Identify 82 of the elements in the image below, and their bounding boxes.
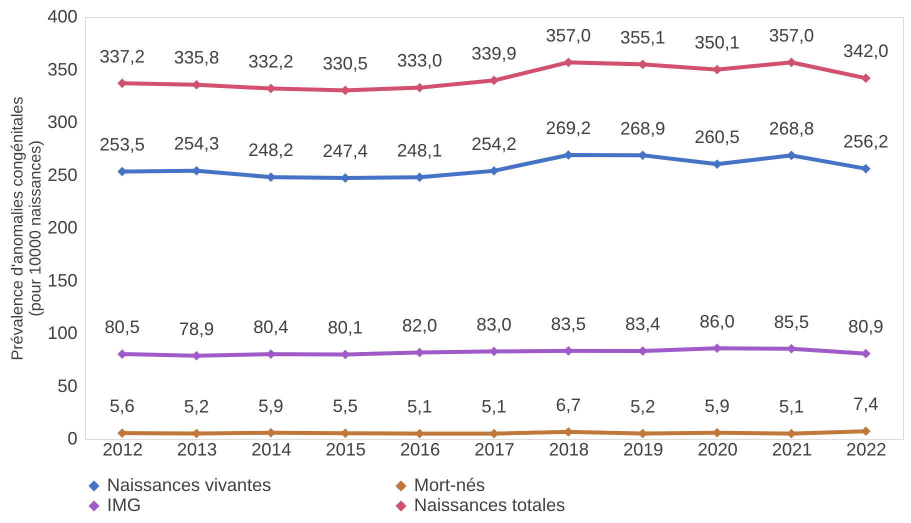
data-label: 256,2: [843, 132, 888, 152]
data-label: 5,9: [704, 396, 730, 416]
legend-label: Mort-nés: [414, 475, 486, 495]
point: [861, 164, 871, 174]
x-tick-label: 2018: [548, 440, 589, 460]
data-label: 253,5: [100, 134, 145, 155]
y-tick-label: 0: [67, 428, 78, 448]
x-tick-label: 2021: [772, 440, 812, 460]
data-label: 332,2: [248, 52, 294, 72]
data-label: 260,5: [694, 127, 740, 148]
data-label: 339,9: [471, 43, 517, 64]
data-label: 80,5: [104, 317, 140, 338]
data-label: 5,1: [407, 396, 432, 417]
data-label: 5,1: [481, 396, 507, 417]
x-tick-label: 2014: [251, 440, 292, 460]
data-label: 333,0: [397, 50, 442, 71]
x-tick-label: 2013: [177, 440, 218, 460]
y-tick-label: 300: [47, 112, 78, 132]
data-label: 350,1: [694, 32, 740, 53]
legend-label: Naissances totales: [414, 495, 566, 515]
point: [786, 58, 796, 68]
data-label: 248,2: [248, 140, 294, 160]
data-label: 254,2: [471, 134, 517, 154]
y-tick-label: 400: [47, 6, 78, 26]
data-label: 337,2: [100, 46, 145, 66]
y-tick-label: 50: [57, 376, 78, 396]
point: [861, 73, 871, 83]
data-label: 342,0: [843, 41, 888, 62]
data-label: 268,9: [620, 118, 666, 138]
y-tick-label: 350: [47, 59, 78, 80]
data-label: 5,2: [630, 396, 656, 417]
data-label: 269,2: [546, 118, 591, 138]
x-tick-label: 2016: [400, 440, 440, 460]
y-tick-label: 150: [47, 270, 78, 290]
y-tick-label: 100: [47, 323, 78, 343]
data-label: 85,5: [774, 312, 809, 332]
data-label: 6,7: [556, 394, 581, 415]
data-label: 247,4: [322, 140, 368, 161]
data-label: 82,0: [402, 315, 438, 336]
data-label: 7,4: [853, 394, 878, 414]
point: [117, 349, 127, 359]
data-label: 5,9: [258, 396, 284, 416]
x-tick-label: 2017: [474, 440, 515, 460]
data-label: 80,4: [253, 317, 288, 338]
data-label: 268,8: [768, 118, 814, 138]
data-label: 80,1: [328, 317, 363, 338]
data-label: 335,8: [174, 48, 220, 68]
y-tick-label: 200: [47, 218, 78, 238]
y-tick-label: 250: [47, 164, 78, 185]
data-label: 5,2: [184, 396, 210, 417]
data-label: 83,0: [476, 314, 512, 334]
data-label: 357,0: [546, 25, 591, 46]
point: [712, 64, 722, 74]
data-label: 5,5: [332, 396, 358, 416]
data-label: 355,1: [620, 27, 666, 48]
data-label: 254,3: [174, 134, 220, 154]
y-axis-title: Prévalence d'anomalies congénitales (pour 10000 naissances): [9, 96, 44, 360]
point: [786, 150, 796, 160]
point: [861, 426, 871, 436]
point: [489, 76, 499, 86]
x-tick-label: 2019: [623, 440, 664, 460]
point: [489, 166, 499, 176]
legend-label: Naissances vivantes: [107, 475, 272, 495]
data-label: 83,4: [625, 314, 660, 334]
x-tick-label: 2020: [698, 440, 738, 460]
data-label: 330,5: [322, 53, 368, 74]
data-label: 357,0: [768, 25, 814, 46]
data-label: 83,5: [550, 314, 586, 334]
data-label: 248,1: [397, 140, 442, 160]
point: [117, 78, 127, 88]
data-label: 5,1: [778, 396, 804, 417]
data-label: 86,0: [700, 311, 735, 332]
point: [117, 428, 127, 438]
data-label: 5,6: [110, 396, 135, 416]
data-label: 80,9: [848, 316, 884, 337]
data-label: 78,9: [179, 318, 214, 339]
x-tick-label: 2015: [326, 440, 366, 460]
legend-label: IMG: [107, 495, 141, 515]
x-tick-label: 2022: [846, 440, 886, 460]
point: [712, 159, 722, 169]
point: [861, 348, 871, 358]
x-tick-label: 2012: [102, 440, 143, 460]
